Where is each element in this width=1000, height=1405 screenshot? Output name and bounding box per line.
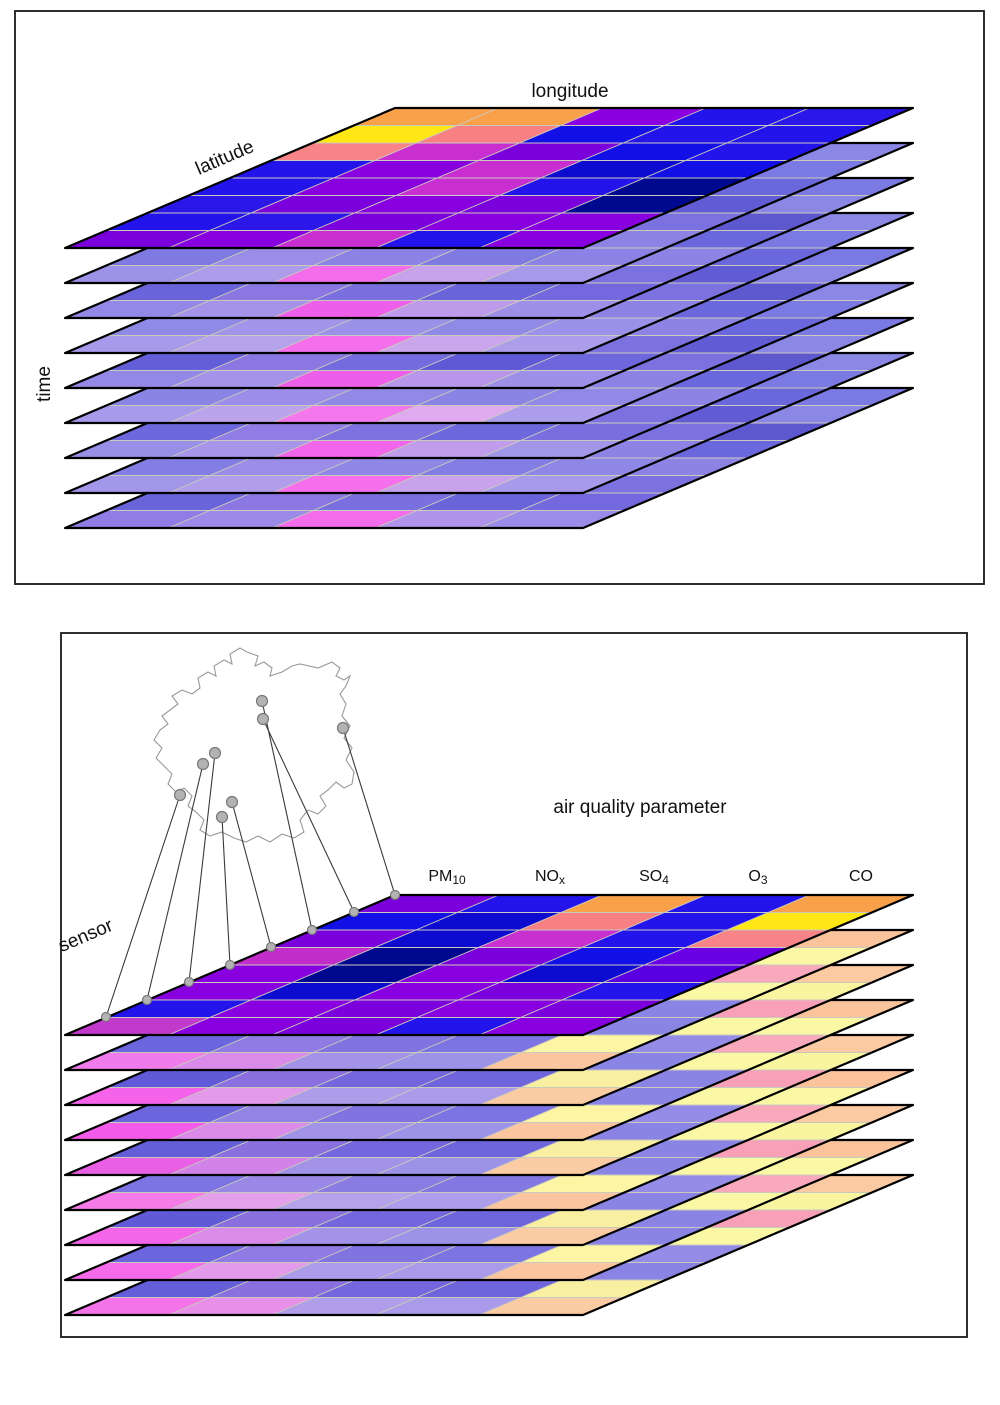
column-label-o3: O3 bbox=[748, 868, 767, 887]
column-label-o3-sub: 3 bbox=[761, 873, 768, 887]
longitude-axis-label: longitude bbox=[531, 81, 608, 102]
layer-outline bbox=[63, 106, 915, 250]
top-panel-border bbox=[14, 10, 985, 585]
air-quality-parameter-title: air quality parameter bbox=[553, 797, 727, 818]
bottom-panel-border bbox=[60, 632, 968, 1338]
sensor-cube-stack bbox=[63, 893, 915, 1317]
sensor-edge-dots bbox=[100, 889, 401, 1023]
column-label-o3-main: O bbox=[748, 868, 760, 885]
layer-outline bbox=[63, 893, 915, 1037]
sensor-connector-line bbox=[261, 700, 313, 931]
sensor-connector-line bbox=[188, 752, 216, 983]
sensor-dot bbox=[208, 746, 222, 760]
column-label-co-main: CO bbox=[849, 868, 873, 885]
sensor-map-dots bbox=[173, 694, 350, 824]
time-axis-label: time bbox=[34, 366, 55, 402]
sensor-connector-line bbox=[342, 727, 396, 896]
sensor-connector-line bbox=[231, 801, 272, 948]
sensor-connector-lines bbox=[105, 700, 396, 1018]
column-label-so4-sub: 4 bbox=[662, 873, 669, 887]
time-cube-stack bbox=[63, 106, 915, 530]
column-label-pm10: PM10 bbox=[428, 868, 466, 887]
sensor-connector-line bbox=[146, 763, 204, 1001]
sensor-dot bbox=[256, 712, 270, 726]
sensor-dot bbox=[196, 757, 210, 771]
sensor-dot bbox=[173, 788, 187, 802]
sensor-edge-dot bbox=[183, 976, 195, 988]
column-label-so4-main: SO bbox=[639, 868, 662, 885]
sensor-edge-dot bbox=[348, 906, 360, 918]
sensor-connector-line bbox=[221, 816, 231, 966]
sensor-edge-dot bbox=[224, 959, 236, 971]
sensor-edge-dot bbox=[389, 889, 401, 901]
column-label-so4: SO4 bbox=[639, 868, 669, 887]
germany-map bbox=[100, 647, 401, 1023]
column-label-co: CO bbox=[849, 868, 873, 885]
column-label-nox-sub: x bbox=[559, 873, 565, 887]
germany-map-outline bbox=[153, 647, 355, 843]
sensor-axis-label: sensor bbox=[55, 915, 116, 957]
sensor-edge-dot bbox=[306, 924, 318, 936]
sensor-connector-line bbox=[105, 794, 181, 1018]
sensor-dot bbox=[215, 810, 229, 824]
column-label-nox: NOx bbox=[535, 868, 565, 887]
sensor-edge-dot bbox=[265, 941, 277, 953]
data-layer bbox=[63, 106, 915, 250]
sensor-edge-dot bbox=[100, 1011, 112, 1023]
sensor-connector-line bbox=[262, 718, 355, 913]
sensor-dot bbox=[225, 795, 239, 809]
sensor-dot bbox=[255, 694, 269, 708]
column-label-pm10-main: PM bbox=[428, 868, 452, 885]
data-layer bbox=[63, 893, 915, 1037]
sensor-dot bbox=[336, 721, 350, 735]
column-label-nox-main: NO bbox=[535, 868, 559, 885]
column-label-pm10-sub: 10 bbox=[452, 873, 466, 887]
sensor-edge-dot bbox=[141, 994, 153, 1006]
